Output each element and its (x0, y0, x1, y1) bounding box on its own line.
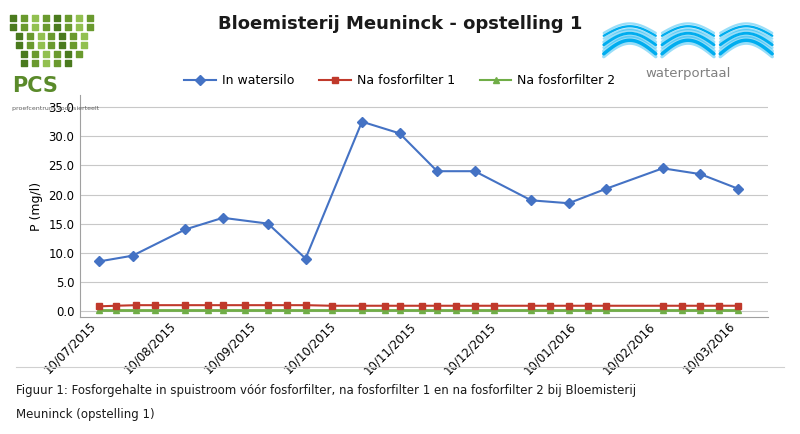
Y-axis label: P (mg/l): P (mg/l) (30, 181, 43, 231)
Legend: In watersilo, Na fosforfilter 1, Na fosforfilter 2: In watersilo, Na fosforfilter 1, Na fosf… (179, 69, 621, 92)
Text: Bloemisterij Meuninck - opstelling 1: Bloemisterij Meuninck - opstelling 1 (218, 15, 582, 33)
Text: waterportaal: waterportaal (646, 67, 730, 80)
Text: proefcentrum voor sierteelt: proefcentrum voor sierteelt (12, 106, 99, 111)
Text: Meuninck (opstelling 1): Meuninck (opstelling 1) (16, 408, 154, 421)
Text: PCS: PCS (12, 76, 58, 96)
Text: Figuur 1: Fosforgehalte in spuistroom vóór fosforfilter, na fosforfilter 1 en na: Figuur 1: Fosforgehalte in spuistroom vó… (16, 384, 636, 397)
